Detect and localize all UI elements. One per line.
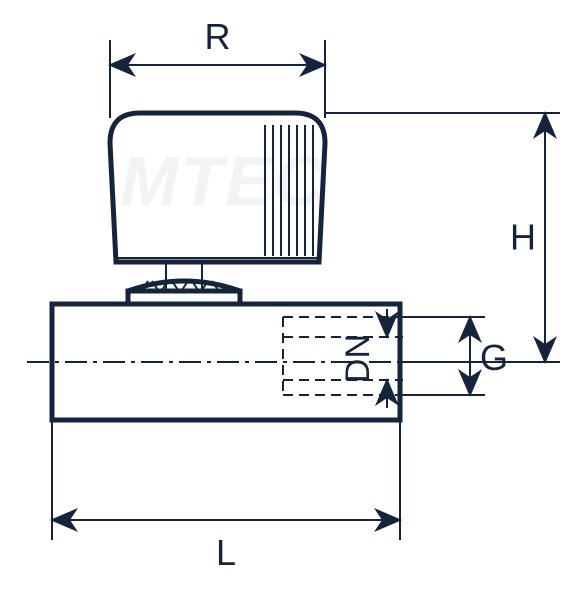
dim-label-g: G	[480, 337, 508, 378]
dim-label-dn: DN	[339, 334, 377, 383]
dim-label-l: L	[216, 532, 236, 573]
valve-dimension-diagram: MTEC R H G DN L	[0, 0, 573, 600]
dim-label-h: H	[510, 217, 536, 258]
dim-label-r: R	[205, 16, 231, 57]
watermark-text: MTEC	[120, 142, 326, 220]
